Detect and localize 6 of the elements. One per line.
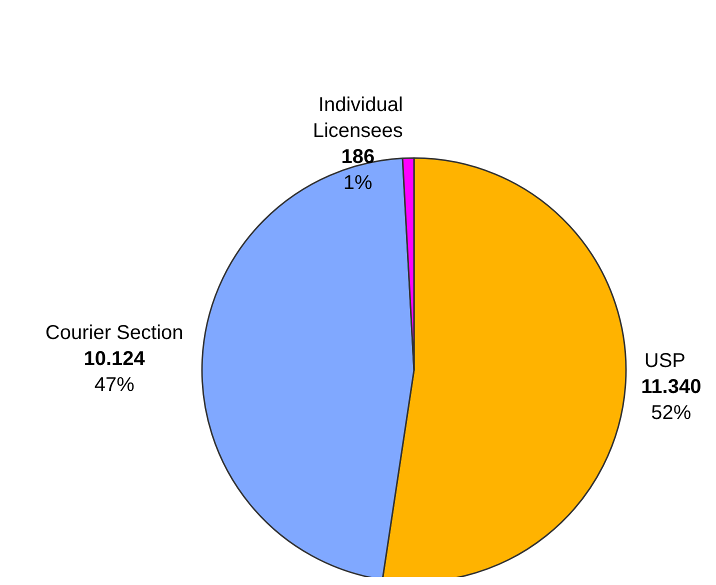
data-label: 10.124 47% (84, 348, 146, 396)
data-label: 11.340 52% (641, 376, 702, 424)
slice-label: USP (644, 350, 686, 372)
slice-label: Courier Section (45, 322, 184, 344)
data-label: 186 1% (341, 146, 375, 194)
slice-label: Individual Licensees (312, 94, 403, 142)
